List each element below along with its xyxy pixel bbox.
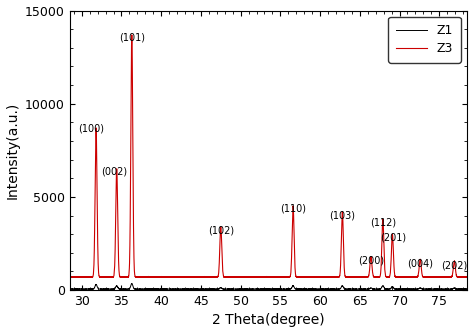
Text: (101): (101) [119, 32, 145, 42]
Z3 [319, 275, 325, 279]
Legend: Z1, Z3: Z1, Z3 [388, 17, 461, 63]
Text: (201): (201) [380, 232, 406, 242]
Z1 [184, 287, 190, 291]
Z1 [302, 287, 308, 291]
Z1 [129, 281, 135, 285]
Text: (110): (110) [280, 204, 306, 214]
Z1 [211, 287, 217, 291]
Z3 [67, 275, 73, 279]
Z1 [362, 287, 367, 291]
Z3 [87, 275, 92, 279]
Text: (004): (004) [407, 259, 433, 269]
Z3 [302, 275, 308, 279]
Text: (112): (112) [371, 217, 397, 228]
Line: Z1: Z1 [70, 283, 467, 289]
Z1 [67, 287, 73, 291]
Z3 [464, 275, 470, 279]
Line: Z3: Z3 [70, 35, 467, 277]
Z1 [383, 287, 389, 291]
Text: (002): (002) [101, 166, 128, 176]
Z1 [87, 287, 92, 291]
Z1 [464, 287, 470, 291]
Text: (200): (200) [358, 256, 384, 266]
Text: (100): (100) [78, 124, 104, 134]
Z3 [248, 275, 254, 279]
X-axis label: 2 Theta(degree): 2 Theta(degree) [212, 313, 325, 327]
Z3 [211, 275, 217, 279]
Z3 [383, 274, 389, 278]
Z3 [362, 275, 367, 279]
Text: (102): (102) [208, 225, 234, 235]
Text: (202): (202) [441, 260, 467, 270]
Z3 [129, 33, 135, 37]
Z1 [319, 287, 325, 291]
Text: (103): (103) [329, 210, 356, 220]
Y-axis label: Intensity(a.u.): Intensity(a.u.) [6, 102, 19, 199]
